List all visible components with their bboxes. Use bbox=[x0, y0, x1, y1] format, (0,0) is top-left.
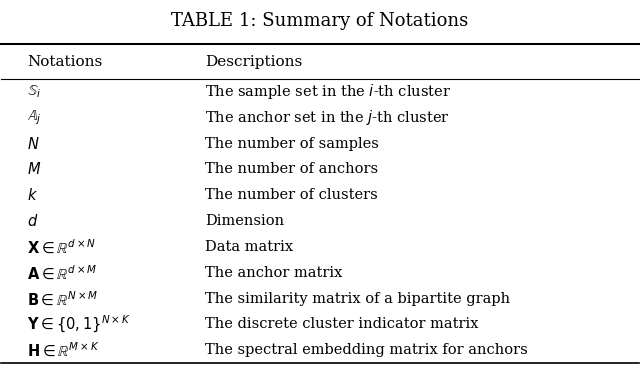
Text: $M$: $M$ bbox=[27, 161, 41, 177]
Text: The number of clusters: The number of clusters bbox=[205, 188, 378, 202]
Text: The number of samples: The number of samples bbox=[205, 137, 379, 151]
Text: $\mathbf{A} \in \mathbb{R}^{d \times M}$: $\mathbf{A} \in \mathbb{R}^{d \times M}$ bbox=[27, 264, 97, 282]
Text: $\mathbf{H} \in \mathbb{R}^{M \times K}$: $\mathbf{H} \in \mathbb{R}^{M \times K}$ bbox=[27, 341, 99, 359]
Text: The anchor set in the $j$-th cluster: The anchor set in the $j$-th cluster bbox=[205, 108, 450, 127]
Text: $k$: $k$ bbox=[27, 187, 38, 203]
Text: The number of anchors: The number of anchors bbox=[205, 163, 378, 176]
Text: $\mathbf{X} \in \mathbb{R}^{d \times N}$: $\mathbf{X} \in \mathbb{R}^{d \times N}$ bbox=[27, 238, 96, 256]
Text: Dimension: Dimension bbox=[205, 214, 284, 228]
Text: The similarity matrix of a bipartite graph: The similarity matrix of a bipartite gra… bbox=[205, 292, 511, 306]
Text: The sample set in the $i$-th cluster: The sample set in the $i$-th cluster bbox=[205, 82, 451, 101]
Text: Notations: Notations bbox=[27, 55, 102, 69]
Text: Descriptions: Descriptions bbox=[205, 55, 303, 69]
Text: $\mathbf{Y} \in \{0,1\}^{N \times K}$: $\mathbf{Y} \in \{0,1\}^{N \times K}$ bbox=[27, 314, 131, 335]
Text: $d$: $d$ bbox=[27, 213, 38, 229]
Text: The anchor matrix: The anchor matrix bbox=[205, 266, 342, 280]
Text: The discrete cluster indicator matrix: The discrete cluster indicator matrix bbox=[205, 317, 479, 331]
Text: The spectral embedding matrix for anchors: The spectral embedding matrix for anchor… bbox=[205, 343, 528, 357]
Text: $\mathbf{B} \in \mathbb{R}^{N \times M}$: $\mathbf{B} \in \mathbb{R}^{N \times M}$ bbox=[27, 290, 98, 308]
Text: TABLE 1: Summary of Notations: TABLE 1: Summary of Notations bbox=[172, 13, 468, 31]
Text: $\mathbb{A}_j$: $\mathbb{A}_j$ bbox=[27, 108, 42, 127]
Text: $N$: $N$ bbox=[27, 135, 40, 151]
Text: Data matrix: Data matrix bbox=[205, 240, 293, 254]
Text: $\mathbb{S}_i$: $\mathbb{S}_i$ bbox=[27, 83, 41, 100]
